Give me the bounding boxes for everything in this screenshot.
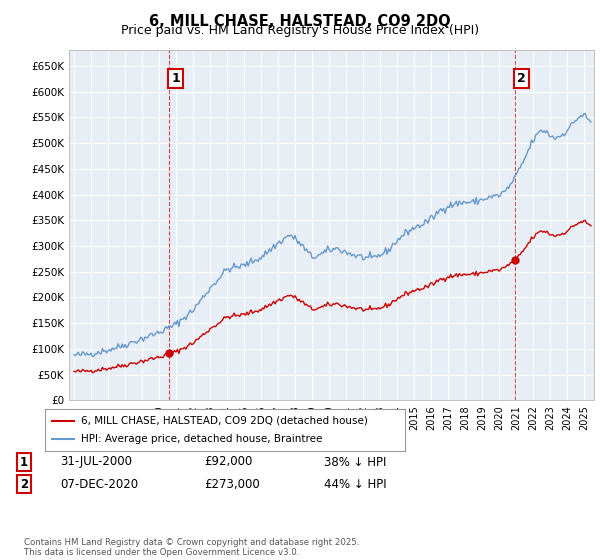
Text: 1: 1 (172, 72, 180, 85)
Text: 6, MILL CHASE, HALSTEAD, CO9 2DQ: 6, MILL CHASE, HALSTEAD, CO9 2DQ (149, 14, 451, 29)
Text: 31-JUL-2000: 31-JUL-2000 (60, 455, 132, 469)
Text: 44% ↓ HPI: 44% ↓ HPI (324, 478, 386, 491)
Text: £273,000: £273,000 (204, 478, 260, 491)
Text: 6, MILL CHASE, HALSTEAD, CO9 2DQ (detached house): 6, MILL CHASE, HALSTEAD, CO9 2DQ (detach… (81, 416, 368, 426)
Text: HPI: Average price, detached house, Braintree: HPI: Average price, detached house, Brai… (81, 434, 322, 444)
Text: 2: 2 (20, 478, 28, 491)
Text: £92,000: £92,000 (204, 455, 253, 469)
Text: 1: 1 (20, 455, 28, 469)
Text: 07-DEC-2020: 07-DEC-2020 (60, 478, 138, 491)
Text: Contains HM Land Registry data © Crown copyright and database right 2025.
This d: Contains HM Land Registry data © Crown c… (24, 538, 359, 557)
Text: Price paid vs. HM Land Registry's House Price Index (HPI): Price paid vs. HM Land Registry's House … (121, 24, 479, 37)
Text: 2: 2 (517, 72, 526, 85)
Text: 38% ↓ HPI: 38% ↓ HPI (324, 455, 386, 469)
